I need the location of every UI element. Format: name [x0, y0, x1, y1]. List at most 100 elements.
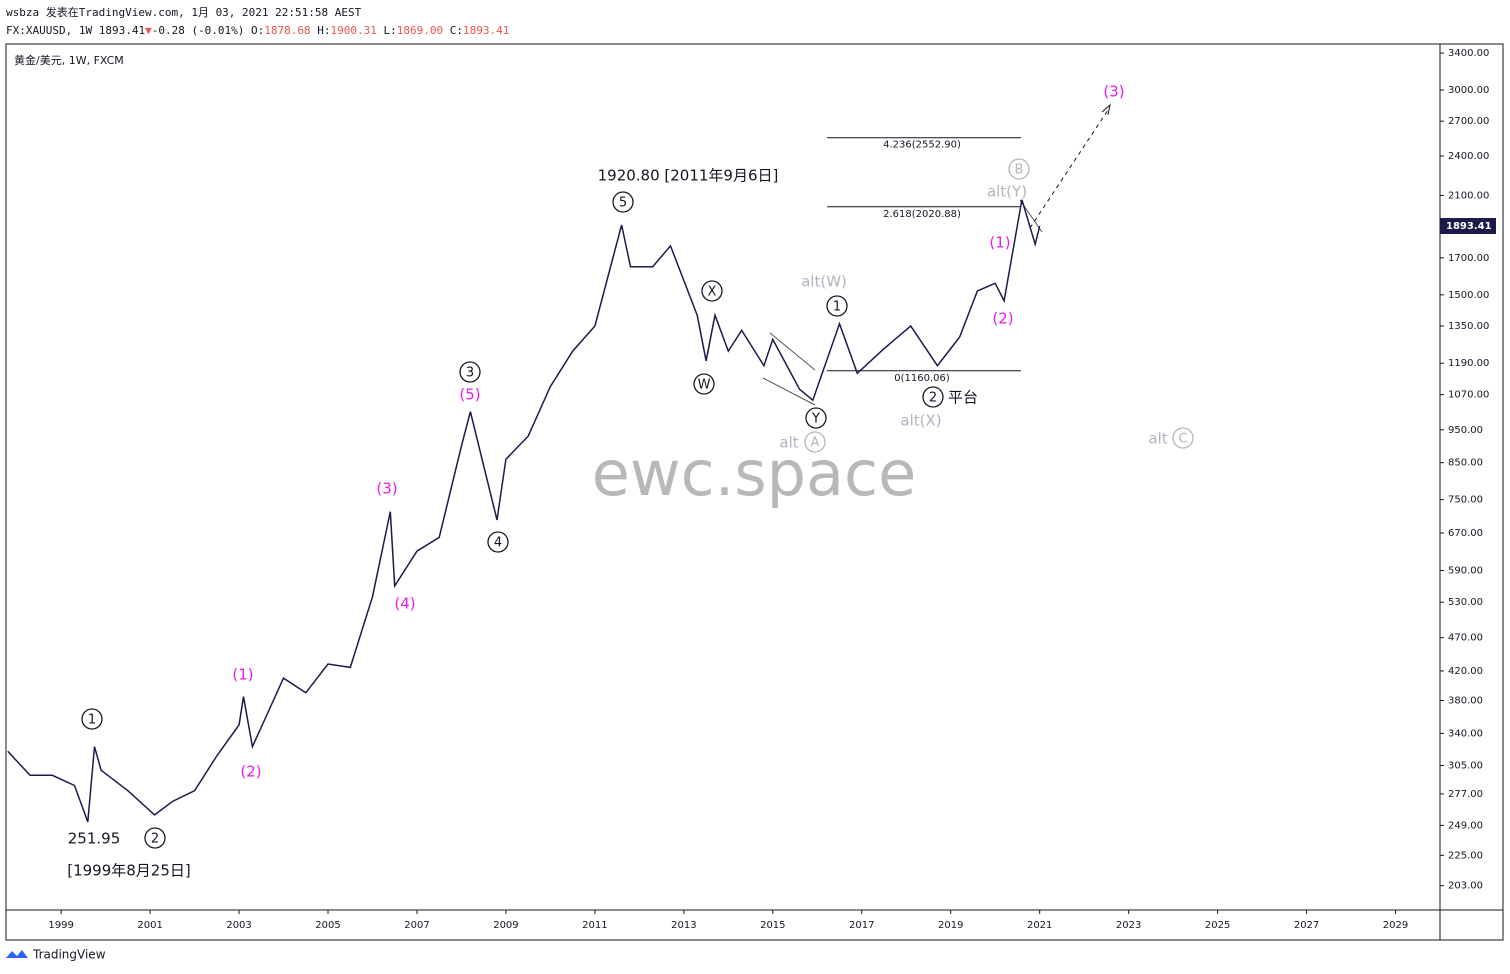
high: 1900.31: [331, 24, 377, 37]
y-tick-label: 750.00: [1448, 495, 1483, 506]
x-tick-label: 2005: [315, 920, 340, 931]
logo: [6, 950, 28, 958]
y-tick-label: 670.00: [1448, 528, 1483, 539]
x-tick-label: 2011: [582, 920, 607, 931]
x-tick-label: 2003: [226, 920, 251, 931]
wave-circle: [701, 280, 723, 302]
watermark: ewc.space: [592, 437, 917, 510]
wave-label: alt: [1148, 430, 1167, 448]
open: 1878.68: [264, 24, 310, 37]
legend: 黄金/美元, 1W, FXCM: [14, 53, 124, 67]
price-tag: [1440, 218, 1496, 235]
wave-label: 5: [619, 196, 627, 211]
wave-label: 2: [151, 832, 159, 847]
wave-label: (3): [376, 480, 397, 498]
y-tick-label: 1190.00: [1448, 358, 1489, 369]
y-tick-label: 249.00: [1448, 820, 1483, 831]
wave-label: (2): [992, 310, 1013, 328]
wave-label: Y: [811, 412, 820, 427]
low-label: L:: [384, 24, 397, 37]
wave-label: 4: [494, 536, 502, 551]
footer: TradingView: [32, 948, 106, 962]
wave-circle: [144, 827, 166, 849]
x-tick-label: 2001: [137, 920, 162, 931]
x-tick-label: 2025: [1205, 920, 1230, 931]
y-tick-label: 470.00: [1448, 633, 1483, 644]
wave-circle: [826, 295, 848, 317]
wave-label: C: [1178, 432, 1187, 447]
y-tick-label: 225.00: [1448, 850, 1483, 861]
price-tag-label: 1893.41: [1446, 221, 1492, 232]
publisher: wsbza 发表在TradingView.com, 1月 03, 2021 22…: [6, 5, 362, 19]
wave-circle: [922, 386, 944, 408]
wave-label: (1): [232, 666, 253, 684]
x-tick-label: 2027: [1294, 920, 1319, 931]
y-tick-label: 1070.00: [1448, 390, 1489, 401]
low: 1869.00: [397, 24, 443, 37]
x-tick-label: 1999: [48, 920, 73, 931]
y-tick-label: 950.00: [1448, 425, 1483, 436]
wave-circle: [612, 191, 634, 213]
y-tick-label: 305.00: [1448, 760, 1483, 771]
y-tick-label: 2400.00: [1448, 151, 1489, 162]
wave-circle: [693, 373, 715, 395]
y-tick-label: 850.00: [1448, 458, 1483, 469]
wave-label: (4): [394, 595, 415, 613]
y-tick-label: 3000.00: [1448, 85, 1489, 96]
wave-label: alt(Y): [987, 183, 1027, 201]
wave-label: A: [811, 436, 820, 451]
y-tick-label: 340.00: [1448, 728, 1483, 739]
fib-label: 2.618(2020.88): [883, 209, 961, 220]
wave-label: alt: [779, 434, 798, 452]
wedge-line: [769, 332, 816, 371]
arrow-head: [1101, 103, 1111, 116]
x-tick-label: 2019: [938, 920, 963, 931]
wave-label: 1: [88, 713, 96, 728]
fib-label: 0(1160.06): [894, 373, 950, 384]
y-tick-label: 590.00: [1448, 566, 1483, 577]
wave-circle: [459, 361, 481, 383]
change: -0.28 (-0.01%): [152, 24, 245, 37]
close-label: C:: [450, 24, 463, 37]
wave-circle: [81, 708, 103, 730]
wave-label: 2: [929, 391, 937, 406]
wave-label: 251.95: [68, 830, 121, 848]
wave-label: W: [698, 378, 711, 393]
y-tick-label: 2100.00: [1448, 190, 1489, 201]
x-tick-label: 2007: [404, 920, 429, 931]
wave-label: (5): [459, 386, 480, 404]
x-tick-label: 2015: [760, 920, 785, 931]
wave-label: (2): [240, 763, 261, 781]
wave-label: alt(W): [801, 273, 847, 291]
x-tick-label: 2023: [1116, 920, 1141, 931]
wave-label: [1999年8月25日]: [67, 862, 191, 880]
y-tick-label: 3400.00: [1448, 48, 1489, 59]
wave-circle: [1008, 158, 1030, 180]
wave-circle: [805, 407, 827, 429]
y-tick-label: 2700.00: [1448, 116, 1489, 127]
x-tick-label: 2009: [493, 920, 518, 931]
wave-label: 平台: [948, 389, 978, 407]
y-tick-label: 1700.00: [1448, 253, 1489, 264]
y-tick-label: 420.00: [1448, 666, 1483, 677]
symbol: FX:XAUUSD, 1W 1893.41: [6, 24, 145, 37]
wave-label: 1: [833, 300, 841, 315]
open-label: O:: [251, 24, 264, 37]
wave-label: B: [1015, 163, 1024, 178]
frame: [5, 43, 1504, 941]
wave-circle: [804, 431, 826, 453]
wave-circle: [1172, 427, 1194, 449]
high-label: H:: [317, 24, 330, 37]
close: 1893.41: [463, 24, 509, 37]
wave-label: 1920.80 [2011年9月6日]: [598, 167, 779, 185]
fib-label: 4.236(2552.90): [883, 140, 961, 151]
x-tick-label: 2029: [1383, 920, 1408, 931]
wave-label: X: [708, 285, 717, 300]
price-line: [7, 199, 1041, 823]
x-tick-label: 2013: [671, 920, 696, 931]
wave-label: alt(X): [900, 412, 941, 430]
y-tick-label: 203.00: [1448, 881, 1483, 892]
wave-circle: [487, 531, 509, 553]
